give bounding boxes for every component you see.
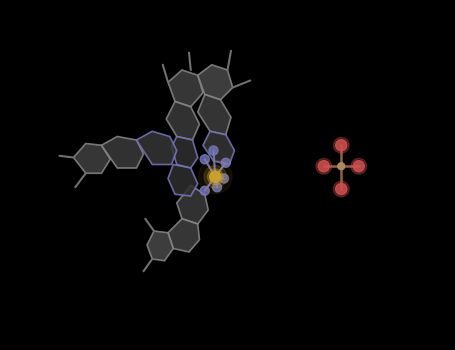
Circle shape bbox=[351, 159, 367, 174]
Polygon shape bbox=[166, 102, 199, 140]
Circle shape bbox=[318, 161, 329, 172]
Circle shape bbox=[336, 140, 347, 151]
Circle shape bbox=[209, 146, 218, 155]
Circle shape bbox=[334, 138, 349, 153]
Polygon shape bbox=[74, 144, 110, 173]
Circle shape bbox=[219, 174, 228, 183]
Polygon shape bbox=[168, 219, 199, 252]
Circle shape bbox=[207, 169, 223, 184]
Polygon shape bbox=[101, 136, 143, 168]
Circle shape bbox=[200, 155, 209, 164]
Circle shape bbox=[338, 163, 345, 170]
Polygon shape bbox=[136, 131, 177, 164]
Circle shape bbox=[212, 183, 222, 192]
Polygon shape bbox=[168, 70, 203, 107]
Polygon shape bbox=[147, 231, 173, 261]
Circle shape bbox=[210, 171, 221, 182]
Polygon shape bbox=[168, 164, 198, 196]
Polygon shape bbox=[177, 186, 208, 224]
Circle shape bbox=[200, 186, 209, 195]
Circle shape bbox=[204, 166, 227, 188]
Polygon shape bbox=[203, 131, 234, 164]
Polygon shape bbox=[198, 94, 231, 135]
Circle shape bbox=[198, 160, 232, 194]
Circle shape bbox=[221, 158, 230, 167]
Circle shape bbox=[316, 159, 332, 174]
Circle shape bbox=[336, 183, 347, 195]
Circle shape bbox=[334, 181, 349, 197]
Circle shape bbox=[353, 161, 364, 172]
Polygon shape bbox=[198, 65, 233, 100]
Polygon shape bbox=[172, 136, 198, 168]
